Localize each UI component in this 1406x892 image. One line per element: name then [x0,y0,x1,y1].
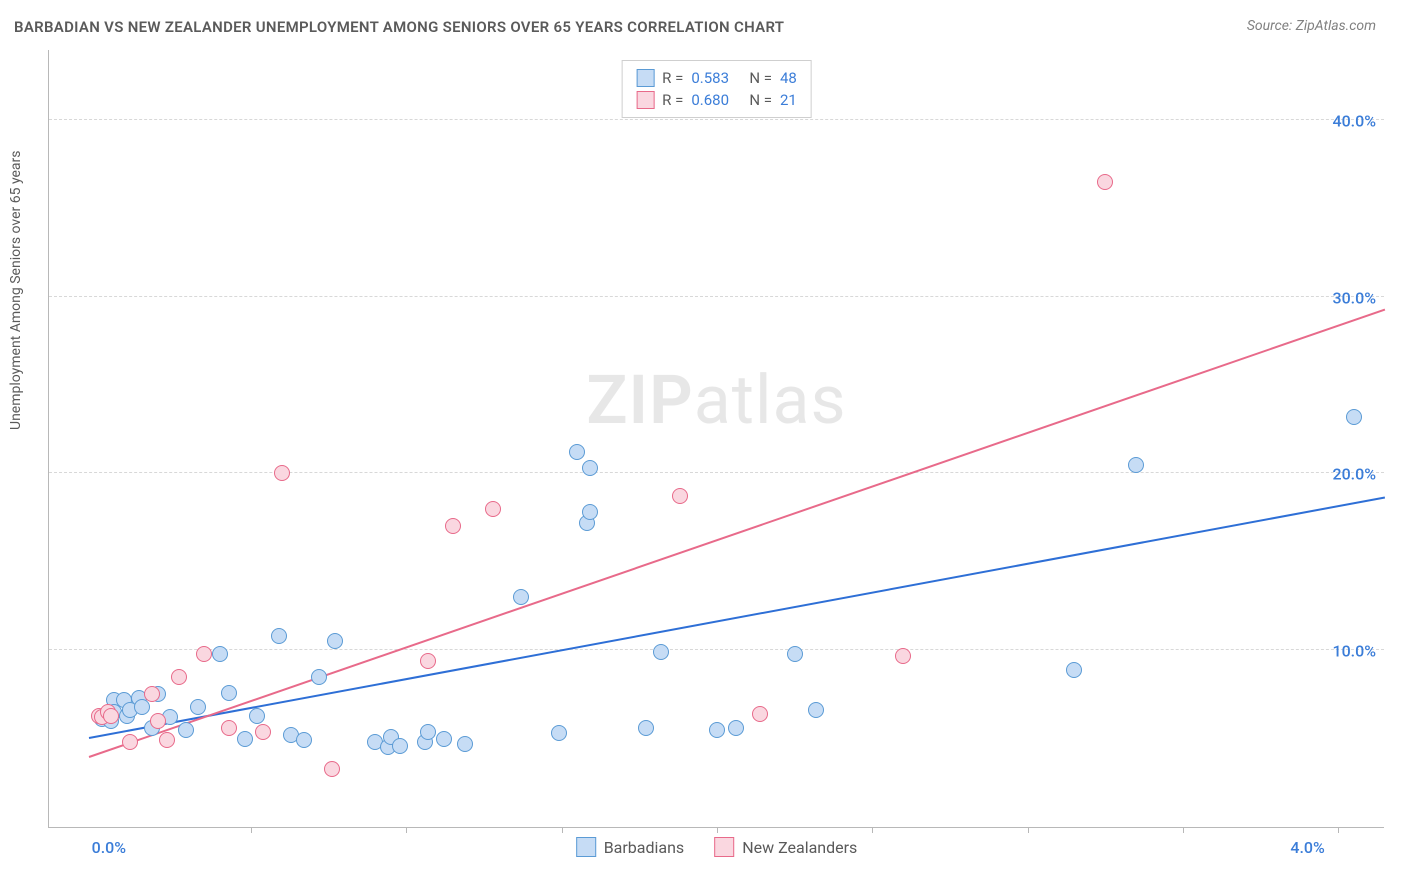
data-point [171,669,187,685]
legend-label: New Zealanders [742,838,857,857]
legend-label: Barbadians [604,838,685,857]
n-label: N = [749,69,772,87]
data-point [327,633,343,649]
data-point [485,501,501,517]
legend-swatch [636,91,654,109]
correlation-legend: R = 0.583 N = 48 R = 0.680 N = 21 [621,60,812,118]
data-point [178,722,194,738]
source-label: Source: ZipAtlas.com [1247,18,1376,34]
watermark-zip: ZIP [586,360,693,440]
data-point [895,648,911,664]
data-point [392,738,408,754]
data-point [144,686,160,702]
data-point [1097,174,1113,190]
data-point [150,713,166,729]
legend-swatch [714,837,734,857]
data-point [569,444,585,460]
n-label: N = [749,91,772,109]
x-tick-mark [251,827,252,833]
legend-swatch [576,837,596,857]
r-value: 0.583 [691,69,741,87]
legend-row: R = 0.583 N = 48 [636,67,797,89]
legend-item: New Zealanders [714,837,857,857]
data-point [1128,457,1144,473]
y-tick-label: 40.0% [1332,111,1376,130]
data-point [582,460,598,476]
legend-item: Barbadians [576,837,685,857]
data-point [787,646,803,662]
data-point [212,646,228,662]
x-tick-mark [1028,827,1029,833]
y-tick-label: 30.0% [1332,288,1376,307]
r-label: R = [662,69,683,87]
x-tick-mark [406,827,407,833]
data-point [445,518,461,534]
data-point [672,488,688,504]
data-point [221,720,237,736]
x-tick-mark [562,827,563,833]
n-value: 48 [780,69,797,87]
data-point [221,685,237,701]
data-point [709,722,725,738]
data-point [103,708,119,724]
gridline [49,119,1384,120]
chart-title: BARBADIAN VS NEW ZEALANDER UNEMPLOYMENT … [14,18,784,36]
data-point [159,732,175,748]
y-tick-label: 10.0% [1332,642,1376,661]
data-point [296,732,312,748]
data-point [653,644,669,660]
data-point [311,669,327,685]
data-point [122,734,138,750]
gridline [49,472,1384,473]
data-point [274,465,290,481]
y-axis-label: Unemployment Among Seniors over 65 years [8,151,24,431]
x-tick-label: 0.0% [92,838,126,857]
data-point [551,725,567,741]
watermark: ZIPatlas [586,360,846,440]
data-point [457,736,473,752]
data-point [190,699,206,715]
x-tick-mark [1338,827,1339,833]
scatter-plot: ZIPatlas R =0.583N =48R =0.680N =21 Barb… [48,50,1384,828]
data-point [752,706,768,722]
data-point [237,731,253,747]
x-tick-mark [1183,827,1184,833]
data-point [436,731,452,747]
gridline [49,649,1384,650]
data-point [808,702,824,718]
y-tick-label: 20.0% [1332,465,1376,484]
series-legend: Barbadians New Zealanders [576,837,858,857]
data-point [728,720,744,736]
x-tick-mark [717,827,718,833]
data-point [1066,662,1082,678]
data-point [249,708,265,724]
r-value: 0.680 [691,91,741,109]
data-point [513,589,529,605]
r-label: R = [662,91,683,109]
data-point [420,724,436,740]
n-value: 21 [780,91,797,109]
watermark-atlas: atlas [694,360,847,440]
data-point [324,761,340,777]
data-point [271,628,287,644]
data-point [255,724,271,740]
data-point [582,504,598,520]
gridline [49,296,1384,297]
data-point [420,653,436,669]
x-tick-label: 4.0% [1290,838,1324,857]
x-tick-mark [872,827,873,833]
legend-row: R = 0.680 N = 21 [636,89,797,111]
legend-swatch [636,69,654,87]
data-point [1346,409,1362,425]
data-point [638,720,654,736]
data-point [196,646,212,662]
